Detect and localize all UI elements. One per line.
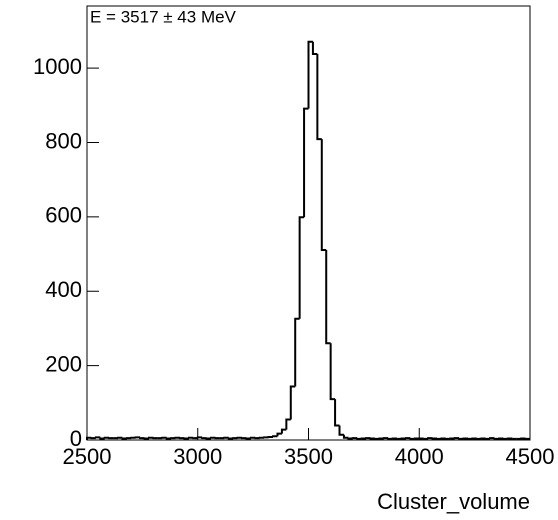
y-tick-label: 800 xyxy=(45,128,82,153)
histogram-bin xyxy=(294,317,300,387)
histogram-bin xyxy=(165,437,172,440)
histogram-bin xyxy=(493,437,499,440)
histogram-bin xyxy=(338,425,344,436)
y-tick-label: 400 xyxy=(45,277,82,302)
histogram-bin xyxy=(311,41,318,55)
histogram-bin xyxy=(289,385,296,420)
histogram-bin xyxy=(201,437,207,440)
histogram-bin xyxy=(427,437,433,440)
x-tick-label: 3000 xyxy=(173,444,222,469)
histogram-bin xyxy=(356,437,362,440)
histogram-bin xyxy=(307,40,313,109)
histogram-bin xyxy=(196,436,203,439)
histogram-bin xyxy=(94,436,101,439)
y-tick-label: 0 xyxy=(70,426,82,451)
histogram-bin xyxy=(387,437,393,440)
histogram-bin xyxy=(99,437,105,440)
histogram-bin xyxy=(187,436,194,439)
histogram-bin xyxy=(210,436,216,439)
chart-title: E = 3517 ± 43 MeV xyxy=(90,7,237,26)
histogram-bin xyxy=(320,139,327,251)
histogram-bin xyxy=(489,437,495,440)
histogram-bin xyxy=(316,53,322,141)
histogram-bin xyxy=(347,437,353,440)
x-tick-label: 4000 xyxy=(395,444,444,469)
histogram-bin xyxy=(458,437,464,440)
y-tick-label: 600 xyxy=(45,203,82,228)
x-tick-label: 2500 xyxy=(63,444,112,469)
histogram-bin xyxy=(249,436,256,439)
y-tick-label: 200 xyxy=(45,351,82,376)
histogram-bin xyxy=(409,437,415,440)
histogram-bin xyxy=(303,107,309,218)
x-tick-label: 3500 xyxy=(284,444,333,469)
histogram-bin xyxy=(227,437,234,440)
histogram-bin xyxy=(276,432,282,437)
histogram-bin xyxy=(86,436,92,440)
histogram-bin xyxy=(329,343,336,401)
x-axis-label: Cluster_volume xyxy=(377,489,530,514)
x-tick-label: 4500 xyxy=(506,444,555,469)
histogram-bin xyxy=(103,436,110,439)
histogram-bin xyxy=(298,216,305,319)
histogram-bin xyxy=(121,437,127,440)
histogram-bin xyxy=(272,435,278,438)
histogram-bin xyxy=(325,249,331,345)
histogram-bin xyxy=(334,399,340,427)
histogram-bin xyxy=(280,428,287,434)
histogram-bin xyxy=(139,437,145,440)
y-tick-label: 1000 xyxy=(33,54,82,79)
histogram-bin xyxy=(342,434,349,439)
histogram-bin xyxy=(148,436,154,439)
histogram-bin xyxy=(285,418,291,430)
